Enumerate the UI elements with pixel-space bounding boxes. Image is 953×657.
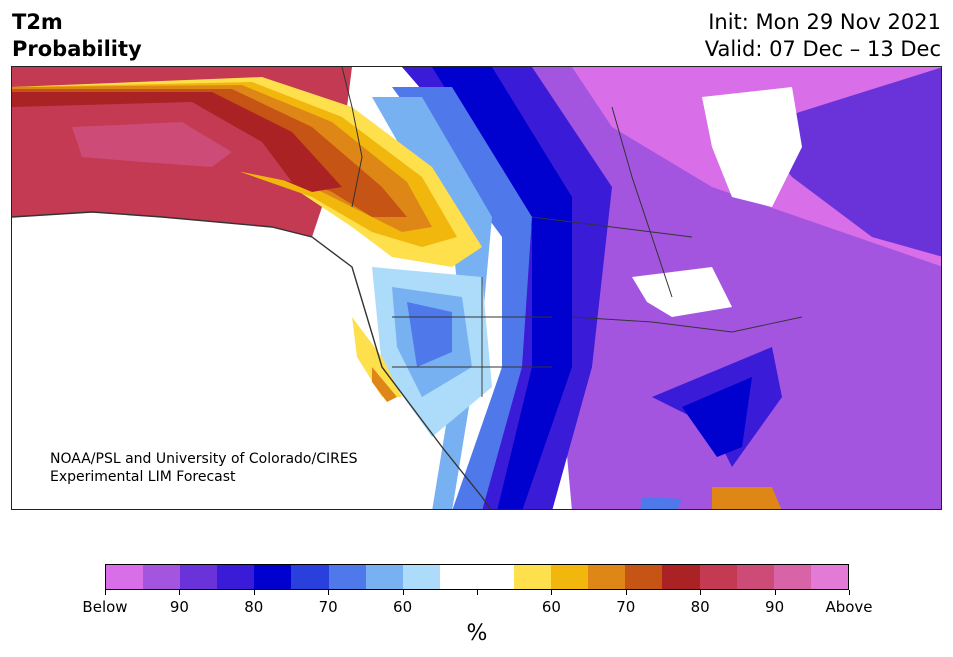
credit-line-2: Experimental LIM Forecast bbox=[50, 469, 236, 485]
colorbar-tick-label: 70 bbox=[318, 598, 338, 616]
colorbar-segment bbox=[625, 565, 663, 589]
colorbar-segment bbox=[662, 565, 700, 589]
colorbar-segment bbox=[699, 565, 737, 589]
colorbar-tick-label: Above bbox=[825, 598, 873, 616]
map-title: T2m Probability bbox=[12, 9, 142, 63]
probability-label: Probability bbox=[12, 37, 142, 61]
colorbar-segment bbox=[588, 565, 626, 589]
colorbar-tick bbox=[477, 590, 478, 595]
colorbar-segment bbox=[439, 565, 515, 589]
colorbar-segment bbox=[773, 565, 811, 589]
colorbar-tick-label: 60 bbox=[541, 598, 561, 616]
probability-field bbox=[12, 67, 941, 509]
init-date: Init: Mon 29 Nov 2021 bbox=[708, 10, 941, 34]
colorbar-tick bbox=[179, 590, 181, 595]
colorbar-tick-label: 90 bbox=[765, 598, 785, 616]
colorbar-tick bbox=[849, 590, 850, 595]
colorbar-segment bbox=[180, 565, 218, 589]
colorbar-segment bbox=[402, 565, 440, 589]
colorbar-tick-label: 80 bbox=[244, 598, 264, 616]
colorbar-tick bbox=[774, 590, 776, 595]
colorbar-tick bbox=[551, 590, 553, 595]
forecast-map: NOAA/PSL and University of Colorado/CIRE… bbox=[11, 66, 942, 510]
colorbar-tick-label: 60 bbox=[393, 598, 413, 616]
colorbar-segment bbox=[217, 565, 255, 589]
credit-line-1: NOAA/PSL and University of Colorado/CIRE… bbox=[50, 451, 358, 467]
forecast-dates: Init: Mon 29 Nov 2021 Valid: 07 Dec – 13… bbox=[705, 9, 941, 63]
colorbar-tick bbox=[700, 590, 702, 595]
colorbar-segment bbox=[254, 565, 292, 589]
colorbar-tick-label: Below bbox=[82, 598, 128, 616]
colorbar-segment bbox=[291, 565, 329, 589]
colorbar-segment bbox=[143, 565, 181, 589]
colorbar-unit: % bbox=[466, 621, 488, 646]
colorbar-tick-label: 70 bbox=[616, 598, 636, 616]
colorbar-tick-label: 80 bbox=[690, 598, 710, 616]
colorbar-segment bbox=[514, 565, 552, 589]
colorbar-segment bbox=[551, 565, 589, 589]
colorbar-segment bbox=[106, 565, 144, 589]
probability-colorbar bbox=[105, 564, 849, 590]
colorbar-tick bbox=[253, 590, 255, 595]
colorbar-tick bbox=[402, 590, 404, 595]
map-credit: NOAA/PSL and University of Colorado/CIRE… bbox=[50, 450, 358, 486]
valid-range: Valid: 07 Dec – 13 Dec bbox=[704, 37, 941, 61]
colorbar-tick-label: 90 bbox=[169, 598, 189, 616]
colorbar-segment bbox=[328, 565, 366, 589]
colorbar-segment bbox=[810, 565, 848, 589]
colorbar-segment bbox=[365, 565, 403, 589]
colorbar-segment bbox=[736, 565, 774, 589]
variable-label: T2m bbox=[12, 10, 63, 34]
colorbar-tick bbox=[328, 590, 330, 595]
colorbar-tick bbox=[105, 590, 106, 595]
colorbar-tick bbox=[625, 590, 627, 595]
